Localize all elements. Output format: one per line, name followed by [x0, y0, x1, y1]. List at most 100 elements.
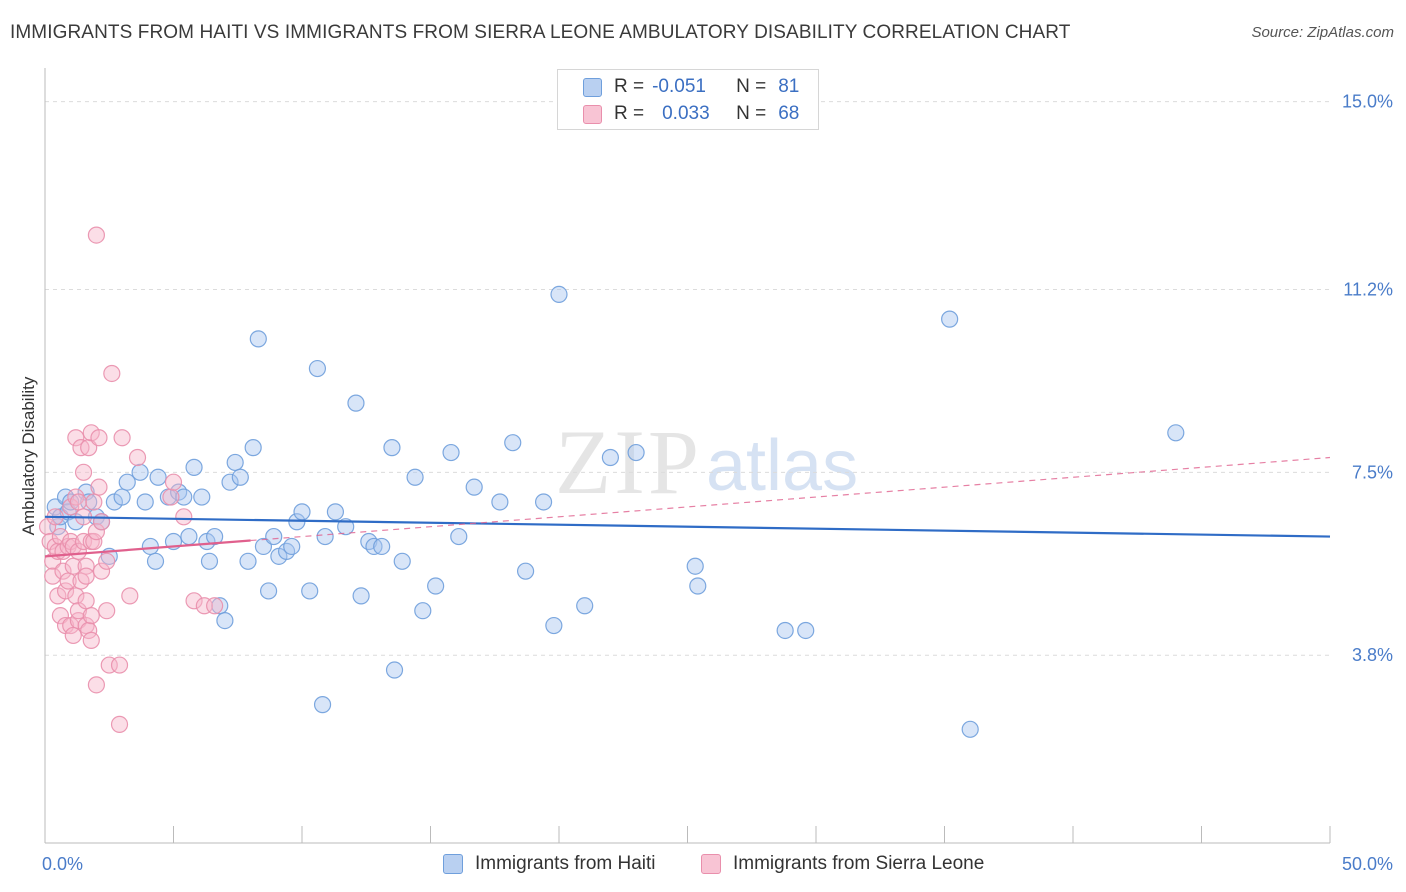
sierra-leone-point: [67, 429, 85, 447]
r-label: R =: [614, 76, 645, 97]
legend-item-haiti: Immigrants from Haiti: [443, 853, 656, 875]
n-label: N =: [736, 103, 767, 124]
r-value: -0.051: [652, 76, 706, 97]
haiti-point: [216, 611, 234, 630]
sierra-leone-point: [77, 557, 95, 575]
haiti-point: [941, 310, 959, 328]
haiti-point: [491, 493, 509, 511]
legend-row-haiti: R = -0.051 N = 81: [583, 74, 799, 100]
sierra-leone-point: [82, 631, 100, 649]
haiti-point: [301, 582, 319, 600]
n-label: N =: [736, 76, 767, 97]
haiti-legend-icon: [443, 854, 463, 874]
haiti-point: [206, 527, 224, 546]
sierra-leone-point: [80, 621, 98, 640]
haiti-point: [113, 488, 131, 506]
sierra-leone-point: [110, 715, 129, 733]
sierra-leone-point: [69, 493, 88, 511]
haiti-trend-line: [44, 515, 1331, 538]
haiti-point: [601, 448, 620, 467]
haiti-point: [283, 537, 301, 556]
haiti-point: [450, 527, 468, 546]
gridlines: [45, 101, 1330, 656]
sierra-leone-point: [113, 429, 131, 447]
sierra-leone-point: [175, 508, 193, 526]
haiti-point: [689, 577, 707, 595]
y-tick-label: 3.8%: [1352, 645, 1393, 665]
haiti-point: [293, 503, 311, 521]
axes: [44, 68, 1331, 844]
y-tick-label: 11.2%: [1343, 279, 1393, 299]
haiti-point: [180, 527, 198, 546]
haiti-point: [797, 621, 815, 640]
sierra-leone-point: [98, 602, 116, 620]
haiti-point: [193, 488, 211, 506]
n-value: 68: [778, 103, 800, 124]
sierra-leone-point: [162, 488, 180, 506]
x-tick-label: 0.0%: [42, 854, 83, 874]
haiti-point: [393, 552, 411, 570]
haiti-point: [627, 443, 645, 462]
haiti-point: [550, 285, 568, 304]
sierra-leone-point: [69, 542, 88, 561]
haiti-point: [185, 458, 203, 476]
sierra-leone-point: [85, 532, 103, 551]
haiti-point: [686, 557, 704, 575]
n-value: 81: [778, 76, 800, 97]
r-value: 0.033: [662, 103, 710, 124]
sierra-leone-point: [67, 488, 85, 506]
sierra-leone-point: [56, 582, 75, 600]
haiti-point: [504, 434, 522, 452]
haiti-point: [1167, 424, 1185, 442]
sierra-leone-point: [92, 562, 111, 580]
sierra-leone-point: [85, 493, 103, 511]
haiti-point: [259, 582, 278, 600]
y-tick-label: 7.5%: [1352, 462, 1393, 482]
watermark-atlas: atlas: [706, 426, 858, 506]
haiti-point: [249, 330, 267, 348]
y-axis-title: Ambulatory Disability: [19, 376, 38, 535]
sierra-leone-point: [87, 676, 106, 694]
sierra-leone-point: [77, 567, 95, 585]
haiti-point: [244, 439, 262, 457]
chart-title: IMMIGRANTS FROM HAITI VS IMMIGRANTS FROM…: [10, 22, 1071, 43]
x-tick-label: 50.0%: [1342, 854, 1393, 874]
data-points: [38, 226, 1185, 738]
sierra-leone-point: [44, 552, 62, 570]
sierra-leone-point: [87, 523, 106, 541]
haiti-point: [427, 577, 445, 595]
haiti-point: [352, 587, 370, 605]
sierra-leone-point: [121, 587, 139, 605]
haiti-point: [136, 493, 154, 511]
haiti-point: [239, 552, 257, 570]
y-tick-label: 15.0%: [1342, 92, 1393, 112]
trend-lines: [44, 456, 1331, 558]
haiti-point: [118, 473, 136, 491]
haiti-point: [442, 443, 460, 462]
r-label: R =: [614, 103, 645, 124]
haiti-point: [576, 597, 594, 615]
haiti-point: [221, 473, 239, 491]
sierra-leone-point: [90, 478, 108, 496]
sierra-leone-point: [82, 607, 100, 625]
legend-item-sierra-leone: Immigrants from Sierra Leone: [701, 853, 984, 875]
sierra-leone-point: [77, 592, 95, 610]
haiti-point: [776, 621, 794, 640]
legend-label-sierra-leone: Immigrants from Sierra Leone: [733, 853, 985, 874]
haiti-point: [406, 468, 424, 486]
haiti-point: [254, 537, 273, 556]
haiti-point: [200, 552, 219, 570]
haiti-point: [545, 616, 563, 635]
haiti-point: [308, 359, 327, 378]
series-legend: Immigrants from Haiti Immigrants from Si…: [0, 851, 1406, 877]
haiti-point: [265, 527, 283, 546]
sierra-leone-point: [74, 463, 93, 481]
haiti-point: [383, 439, 401, 457]
haiti-point: [516, 562, 535, 580]
sierra-leone-point: [206, 597, 224, 615]
haiti-point: [326, 503, 345, 521]
haiti-point: [360, 532, 378, 551]
sierra-leone-point: [80, 439, 98, 457]
sierra-leone-trend-extension: [250, 456, 1331, 542]
